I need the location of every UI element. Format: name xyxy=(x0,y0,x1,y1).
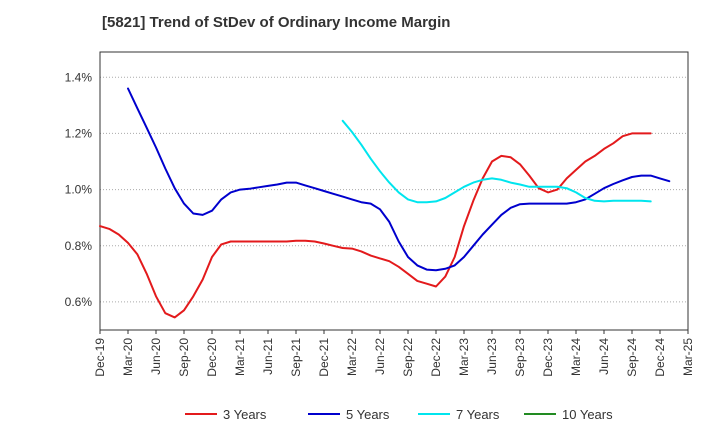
x-tick-label: Mar-21 xyxy=(233,338,247,376)
y-tick-label: 1.4% xyxy=(65,70,93,84)
x-tick-label: Sep-23 xyxy=(513,338,527,377)
x-tick-label: Dec-23 xyxy=(541,338,555,377)
chart-title: [5821] Trend of StDev of Ordinary Income… xyxy=(102,14,451,31)
x-tick-label: Mar-24 xyxy=(569,338,583,376)
x-tick-label: Jun-23 xyxy=(485,338,499,375)
x-tick-label: Mar-20 xyxy=(121,338,135,376)
x-tick-label: Jun-22 xyxy=(373,338,387,375)
x-tick-label: Sep-24 xyxy=(625,338,639,377)
y-tick-label: 0.8% xyxy=(65,239,93,253)
series-line-3-years xyxy=(99,132,652,319)
x-tick-label: Mar-23 xyxy=(457,338,471,376)
x-tick-label: Jun-20 xyxy=(149,338,163,375)
x-tick-label: Sep-22 xyxy=(401,338,415,377)
x-tick-label: Dec-21 xyxy=(317,338,331,377)
legend-label: 3 Years xyxy=(223,407,267,422)
y-tick-label: 0.6% xyxy=(65,295,93,309)
legend-label: 7 Years xyxy=(456,407,500,422)
x-tick-label: Jun-21 xyxy=(261,338,275,375)
plot-frame xyxy=(99,51,689,331)
legend-label: 10 Years xyxy=(562,407,613,422)
x-tick-label: Mar-22 xyxy=(345,338,359,376)
x-tick-label: Dec-22 xyxy=(429,338,443,377)
y-tick-label: 1.2% xyxy=(65,126,93,140)
y-tick-label: 1.0% xyxy=(65,183,93,197)
x-tick-label: Sep-21 xyxy=(289,338,303,377)
x-tick-label: Sep-20 xyxy=(177,338,191,377)
legend-label: 5 Years xyxy=(346,407,390,422)
x-tick-label: Dec-19 xyxy=(93,338,107,377)
series-line-7-years xyxy=(341,119,652,204)
x-tick-label: Dec-24 xyxy=(653,338,667,377)
x-tick-label: Mar-25 xyxy=(681,338,695,376)
x-tick-label: Jun-24 xyxy=(597,338,611,375)
x-tick-label: Dec-20 xyxy=(205,338,219,377)
series-line-5-years xyxy=(127,87,671,272)
